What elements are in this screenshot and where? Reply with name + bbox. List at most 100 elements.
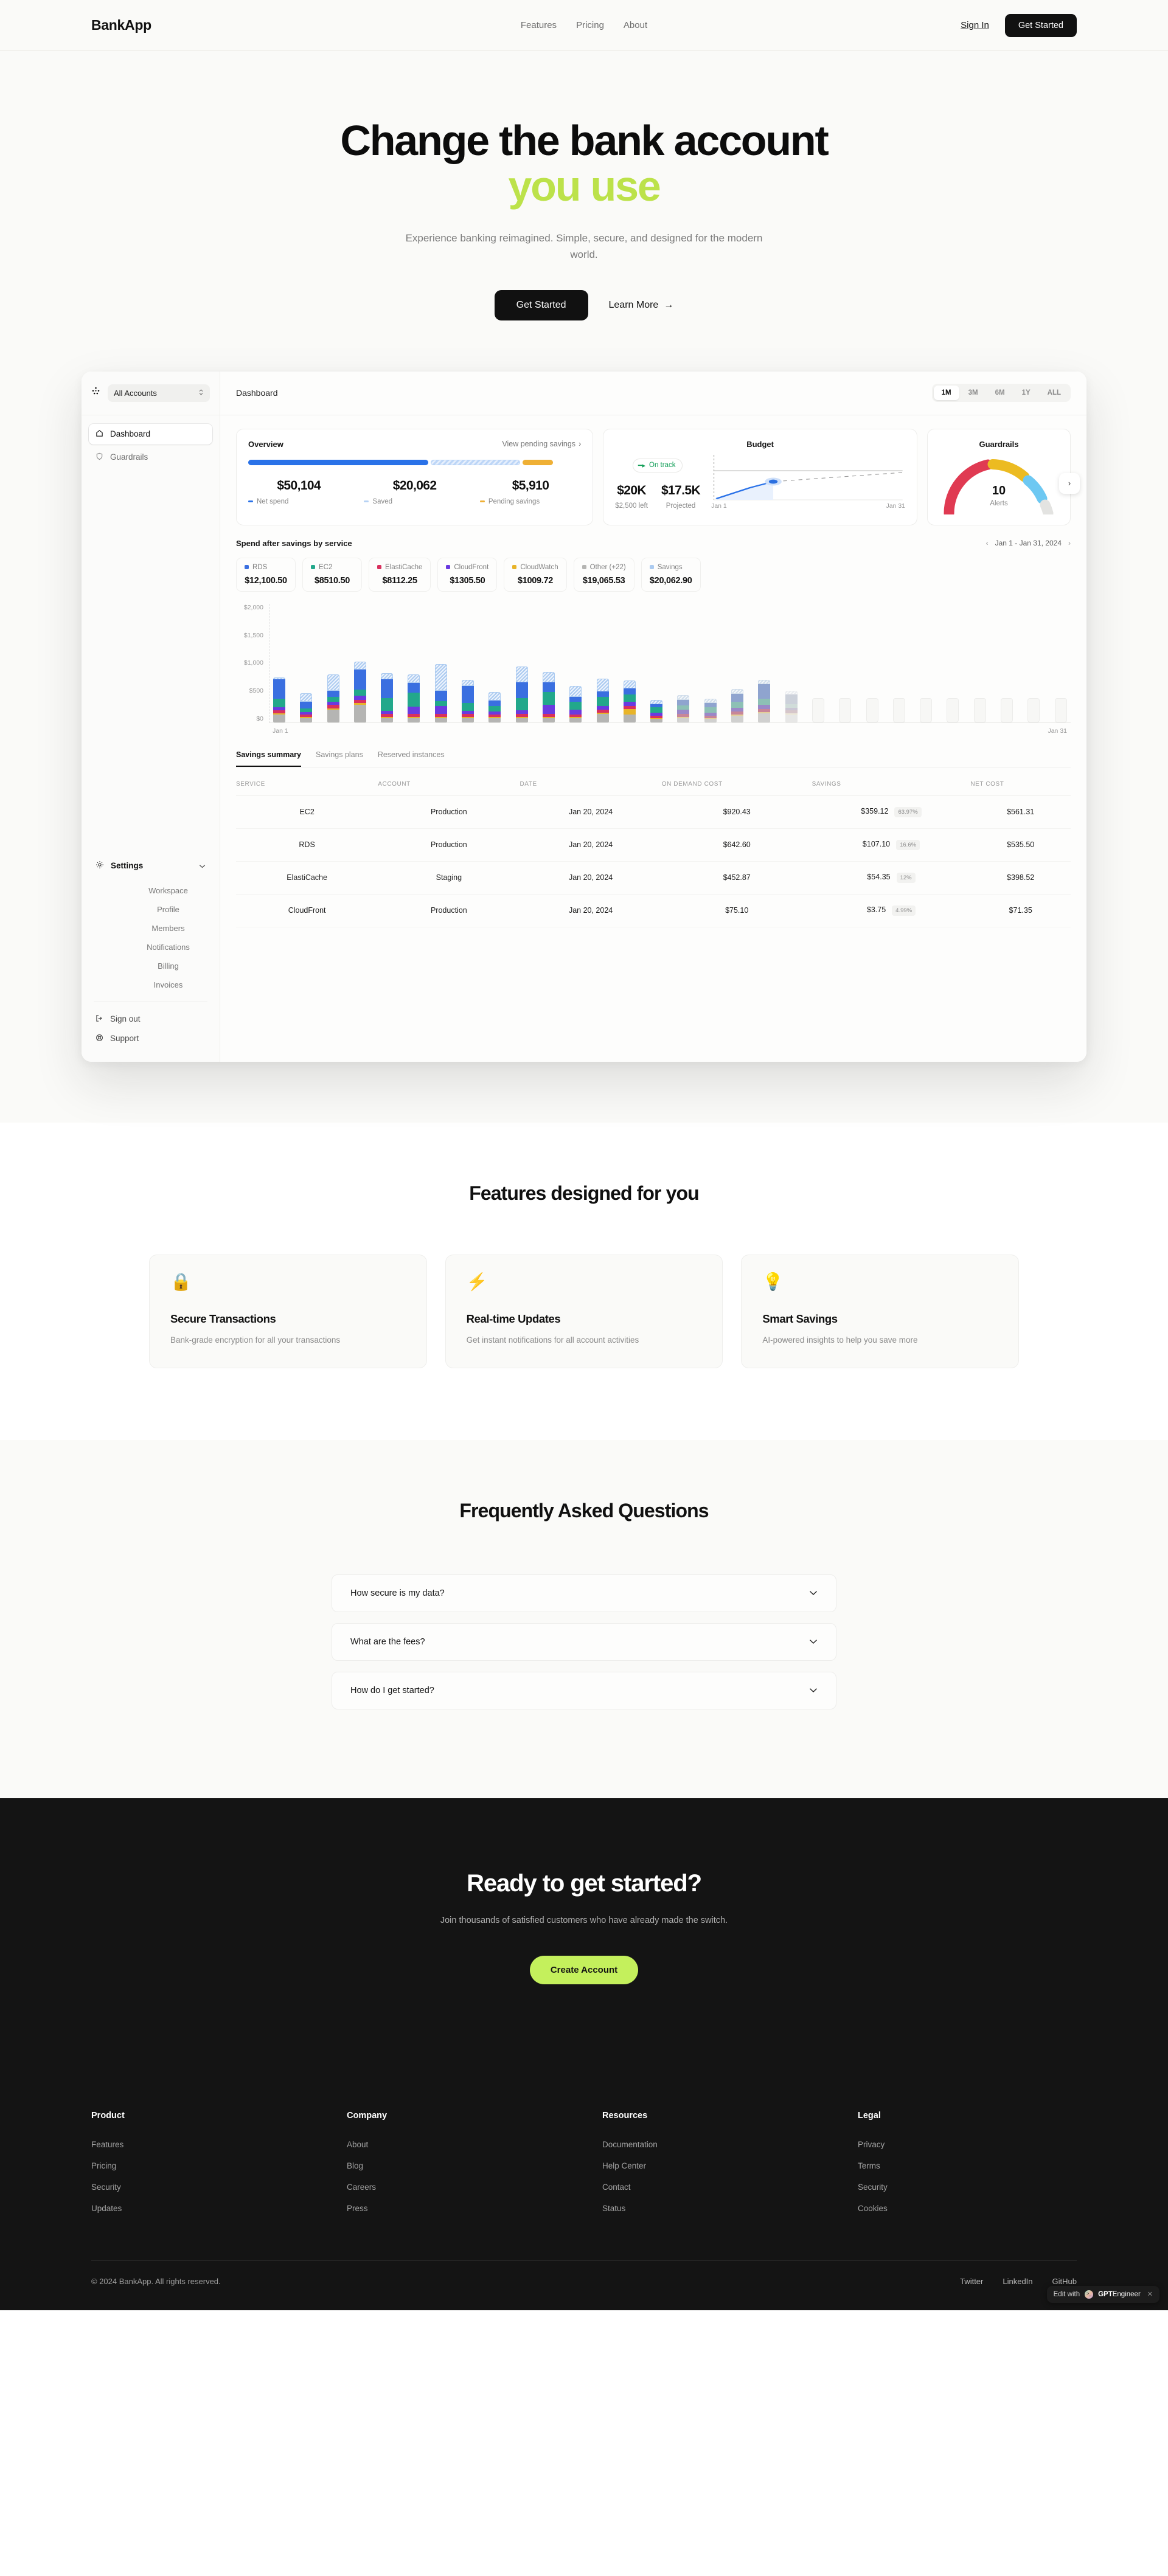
legend-item-cloudwatch[interactable]: CloudWatch $1009.72 bbox=[504, 557, 567, 592]
footer-link-security-legal[interactable]: Security bbox=[858, 2182, 888, 2192]
sidebar-subitem-notifications[interactable]: Notifications bbox=[147, 942, 190, 952]
table-row[interactable]: ElastiCache Staging Jan 20, 2024 $452.87 $54… bbox=[236, 861, 1071, 895]
table-row[interactable]: RDS Production Jan 20, 2024 $642.60 $107.10 1… bbox=[236, 828, 1071, 862]
range-3m[interactable]: 3M bbox=[968, 389, 978, 397]
footer-link-contact[interactable]: Contact bbox=[602, 2182, 631, 2192]
chart-bar-placeholder[interactable] bbox=[866, 698, 878, 722]
tab-savings-summary[interactable]: Savings summary bbox=[236, 750, 301, 767]
chart-bar[interactable] bbox=[327, 674, 339, 722]
nav-link-about[interactable]: About bbox=[623, 20, 648, 30]
social-link-github[interactable]: GitHub bbox=[1052, 2276, 1077, 2286]
view-pending-savings-link[interactable]: View pending savings › bbox=[502, 440, 581, 448]
sidebar-settings-toggle[interactable]: Settings bbox=[82, 855, 220, 876]
close-icon[interactable]: ✕ bbox=[1147, 2291, 1153, 2299]
range-6m[interactable]: 6M bbox=[995, 389, 1005, 397]
chart-bar-placeholder[interactable] bbox=[947, 698, 959, 722]
footer-link-about[interactable]: About bbox=[347, 2139, 369, 2149]
nav-link-pricing[interactable]: Pricing bbox=[576, 20, 604, 30]
footer-link-updates[interactable]: Updates bbox=[91, 2203, 122, 2213]
chart-bar-placeholder[interactable] bbox=[892, 698, 905, 722]
guardrails-next-button[interactable]: › bbox=[1059, 473, 1080, 494]
faq-item-fees[interactable]: What are the fees? bbox=[332, 1622, 836, 1661]
chart-bar[interactable] bbox=[569, 685, 582, 722]
legend-item-rds[interactable]: RDS $12,100.50 bbox=[236, 557, 296, 592]
chart-bar-placeholder[interactable] bbox=[1001, 698, 1013, 722]
chart-bar[interactable] bbox=[408, 674, 420, 722]
chart-bar[interactable] bbox=[462, 680, 474, 722]
chart-bar-placeholder[interactable] bbox=[920, 698, 933, 722]
chart-bar[interactable] bbox=[300, 693, 313, 722]
footer-link-documentation[interactable]: Documentation bbox=[602, 2139, 658, 2149]
chart-bar-placeholder[interactable] bbox=[973, 698, 986, 722]
chart-bar[interactable] bbox=[488, 692, 501, 722]
nav-get-started-button[interactable]: Get Started bbox=[1004, 13, 1077, 37]
legend-item-elasticache[interactable]: ElastiCache $8112.25 bbox=[369, 557, 431, 592]
chart-bar[interactable] bbox=[623, 680, 636, 722]
social-link-linkedin[interactable]: LinkedIn bbox=[1003, 2276, 1033, 2286]
chevron-right-icon[interactable]: › bbox=[1068, 539, 1071, 548]
chart-bar[interactable] bbox=[650, 700, 663, 722]
legend-item-savings[interactable]: Savings $20,062.90 bbox=[641, 557, 701, 592]
chart-bar[interactable] bbox=[542, 671, 555, 722]
hero-get-started-button[interactable]: Get Started bbox=[494, 289, 588, 320]
footer-link-careers[interactable]: Careers bbox=[347, 2182, 377, 2192]
sidebar-item-dashboard[interactable]: Dashboard bbox=[89, 423, 212, 445]
legend-item-other[interactable]: Other (+22) $19,065.53 bbox=[573, 557, 634, 592]
footer-link-terms[interactable]: Terms bbox=[858, 2161, 880, 2170]
account-selector[interactable]: All Accounts bbox=[108, 384, 210, 402]
legend-item-ec2[interactable]: EC2 $8510.50 bbox=[302, 557, 362, 592]
faq-item-security[interactable]: How secure is my data? bbox=[332, 1574, 836, 1612]
legend-item-cloudfront[interactable]: CloudFront $1305.50 bbox=[437, 557, 498, 592]
chart-bar-placeholder[interactable] bbox=[1054, 698, 1067, 722]
range-1y[interactable]: 1Y bbox=[1021, 389, 1031, 397]
chart-bar[interactable] bbox=[273, 677, 285, 722]
chart-bar[interactable] bbox=[353, 661, 366, 722]
range-all[interactable]: ALL bbox=[1047, 389, 1061, 397]
chart-bar[interactable] bbox=[758, 679, 771, 722]
footer-link-cookies[interactable]: Cookies bbox=[858, 2203, 888, 2213]
chart-bar[interactable] bbox=[731, 689, 744, 722]
nav-link-features[interactable]: Features bbox=[520, 20, 557, 30]
chart-bar[interactable] bbox=[677, 695, 690, 722]
footer-link-security[interactable]: Security bbox=[91, 2182, 121, 2192]
chart-bar[interactable] bbox=[515, 666, 528, 722]
sidebar-item-support[interactable]: Support bbox=[96, 1029, 220, 1048]
table-row[interactable]: CloudFront Production Jan 20, 2024 $75.10 $3… bbox=[236, 894, 1071, 927]
learn-more-link[interactable]: Learn More → bbox=[609, 300, 674, 311]
sidebar-subitem-profile[interactable]: Profile bbox=[157, 904, 179, 914]
gptengineer-badge[interactable]: Edit with >_ GPTEngineer ✕ bbox=[1046, 2285, 1159, 2303]
footer-link-features[interactable]: Features bbox=[91, 2139, 124, 2149]
sidebar-subitem-invoices[interactable]: Invoices bbox=[153, 980, 183, 989]
create-account-button[interactable]: Create Account bbox=[529, 1955, 639, 1984]
chart-bar-placeholder[interactable] bbox=[812, 698, 824, 722]
footer-link-help-center[interactable]: Help Center bbox=[602, 2161, 647, 2170]
chart-bar[interactable] bbox=[381, 673, 394, 722]
chart-bar-placeholder[interactable] bbox=[839, 698, 852, 722]
brand-logo[interactable]: BankApp bbox=[91, 17, 151, 33]
footer-link-privacy[interactable]: Privacy bbox=[858, 2139, 885, 2149]
sign-in-link[interactable]: Sign In bbox=[961, 20, 989, 30]
sidebar-item-sign-out[interactable]: Sign out bbox=[96, 1009, 220, 1029]
faq-item-get-started[interactable]: How do I get started? bbox=[332, 1671, 836, 1709]
chart-bar-placeholder[interactable] bbox=[1027, 698, 1040, 722]
sidebar-subitem-billing[interactable]: Billing bbox=[158, 961, 179, 971]
chevron-left-icon[interactable]: ‹ bbox=[985, 539, 989, 548]
sidebar-subitem-members[interactable]: Members bbox=[151, 923, 185, 933]
chart-bar-segment bbox=[408, 674, 420, 683]
footer-link-blog[interactable]: Blog bbox=[347, 2161, 364, 2170]
chart-bar[interactable] bbox=[785, 690, 798, 722]
chart-bar[interactable] bbox=[704, 699, 717, 722]
footer-link-status[interactable]: Status bbox=[602, 2203, 626, 2213]
sidebar-subitem-workspace[interactable]: Workspace bbox=[148, 885, 188, 895]
range-1m[interactable]: 1M bbox=[933, 386, 959, 401]
savings-percent-badge: 12% bbox=[896, 872, 916, 883]
social-link-twitter[interactable]: Twitter bbox=[960, 2276, 984, 2286]
tab-reserved-instances[interactable]: Reserved instances bbox=[377, 750, 445, 759]
chart-bar[interactable] bbox=[596, 679, 609, 722]
sidebar-item-guardrails[interactable]: Guardrails bbox=[89, 447, 212, 468]
footer-link-press[interactable]: Press bbox=[347, 2203, 368, 2213]
tab-savings-plans[interactable]: Savings plans bbox=[316, 750, 363, 759]
table-row[interactable]: EC2 Production Jan 20, 2024 $920.43 $359.12 6… bbox=[236, 795, 1071, 829]
footer-link-pricing[interactable]: Pricing bbox=[91, 2161, 117, 2170]
chart-bar[interactable] bbox=[434, 663, 447, 722]
